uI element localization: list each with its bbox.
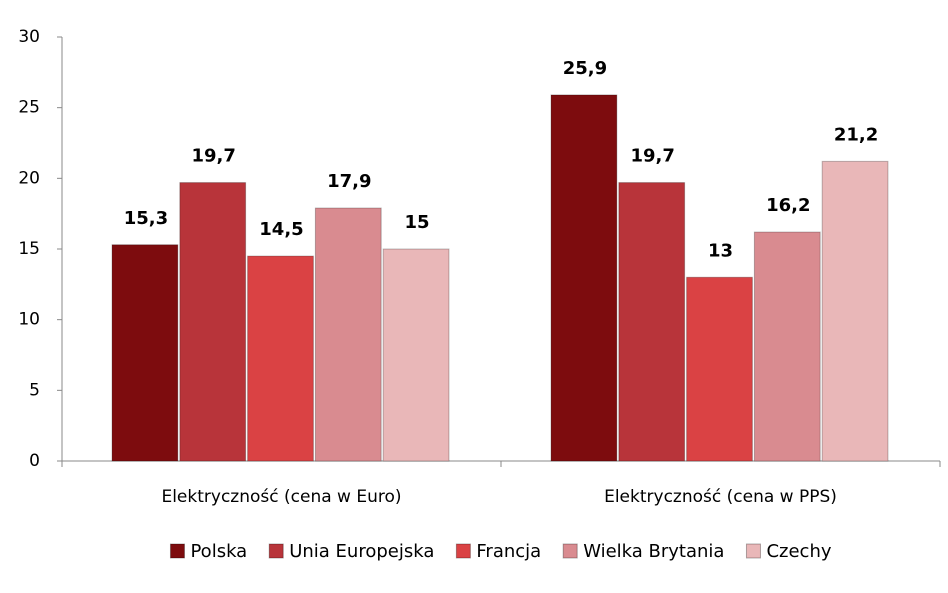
value-label: 15,3 [124, 208, 168, 229]
legend-swatch [745, 543, 761, 559]
y-tick-label: 20 [18, 168, 40, 188]
x-tick-label: Elektryczność (cena w Euro) [161, 487, 401, 507]
bar [821, 160, 889, 462]
bar [179, 182, 247, 462]
legend-label: Czechy [766, 541, 831, 562]
value-label: 19,7 [192, 146, 236, 167]
y-tick-label: 5 [29, 380, 40, 400]
value-label: 15 [405, 212, 430, 233]
legend-swatch [268, 543, 284, 559]
value-label: 25,9 [563, 58, 607, 79]
y-tick-label: 10 [18, 310, 40, 330]
y-tick-label: 0 [29, 451, 40, 471]
legend-label: Polska [190, 541, 247, 562]
bar [111, 244, 179, 462]
bar [314, 207, 382, 462]
y-tick-label: 25 [18, 98, 40, 118]
legend-label: Francja [476, 541, 541, 562]
x-tick-label: Elektryczność (cena w PPS) [604, 487, 837, 507]
legend-label: Wielka Brytania [583, 541, 724, 562]
bar [247, 255, 314, 462]
legend-swatch [562, 543, 578, 559]
bar [753, 231, 821, 462]
y-tick-label: 15 [18, 239, 40, 259]
value-label: 14,5 [259, 219, 303, 240]
legend-label: Unia Europejska [289, 541, 434, 562]
value-label: 13 [708, 240, 733, 261]
value-label: 17,9 [327, 171, 371, 192]
bar [686, 276, 753, 462]
legend-swatch [455, 543, 471, 559]
bar [382, 248, 450, 462]
bar [618, 182, 686, 462]
y-tick-label: 30 [18, 27, 40, 47]
bar [550, 94, 618, 462]
value-label: 19,7 [631, 146, 675, 167]
value-label: 21,2 [834, 124, 878, 145]
legend-swatch [169, 543, 185, 559]
value-label: 16,2 [766, 195, 810, 216]
